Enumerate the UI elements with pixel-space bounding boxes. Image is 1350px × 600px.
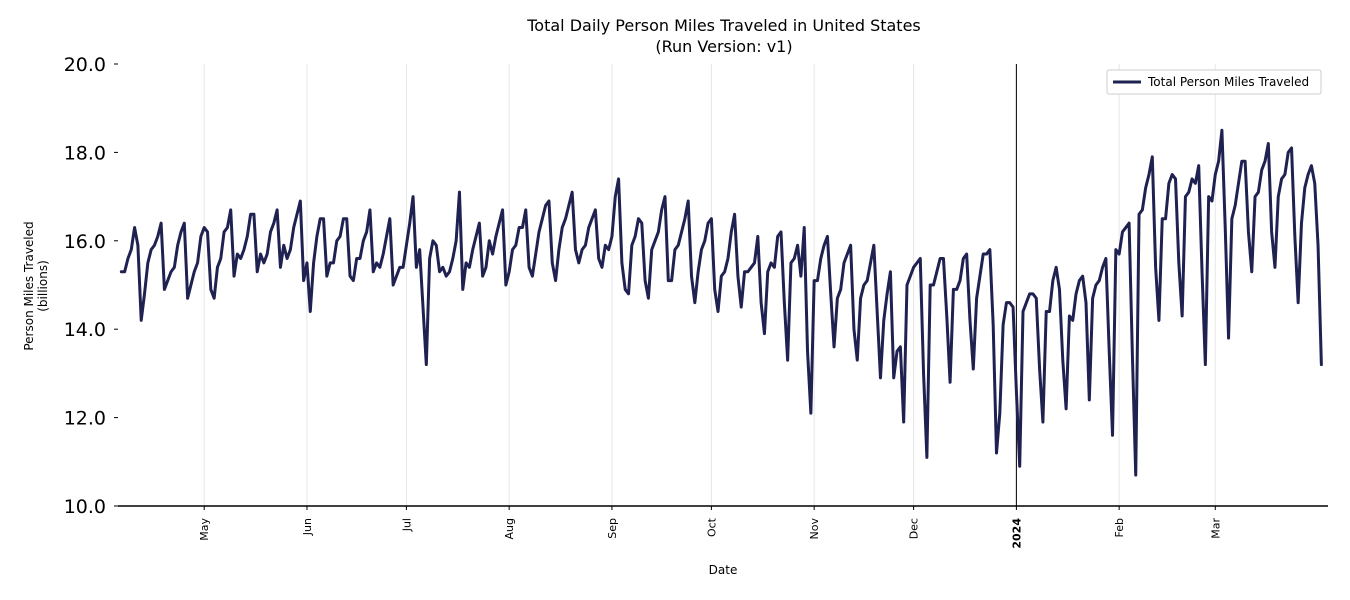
chart-subtitle: (Run Version: v1) — [655, 37, 792, 56]
x-tick-label: Dec — [908, 518, 921, 539]
x-tick-label: Mar — [1209, 518, 1222, 539]
y-tick-label: 18.0 — [64, 142, 106, 164]
y-tick-label: 16.0 — [64, 231, 106, 253]
y-axis-ticks: 10.0 12.0 14.0 16.0 18.0 20.0 — [64, 54, 118, 518]
y-tick-label: 10.0 — [64, 496, 106, 518]
legend-box — [1106, 69, 1322, 95]
x-tick-label: May — [198, 518, 211, 541]
x-tick-label: Feb — [1113, 518, 1126, 537]
series-line-total-person-miles — [119, 128, 1323, 477]
chart-title: Total Daily Person Miles Traveled in Uni… — [526, 16, 921, 35]
x-tick-label: Aug — [503, 518, 516, 539]
x-tick-label: Jul — [400, 518, 413, 532]
x-tick-label: Jun — [301, 518, 314, 536]
legend-label: Total Person Miles Traveled — [1147, 75, 1309, 89]
grid-layer — [203, 64, 1216, 506]
y-axis-label-group: Person Miles Traveled (billions) — [22, 221, 50, 350]
x-tick-label: Nov — [808, 518, 821, 540]
y-axis-label: Person Miles Traveled — [22, 221, 36, 350]
x-axis-ticks: May Jun Jul Aug Sep Oct Nov Dec 2024 Feb Mar — [198, 506, 1222, 549]
x-tick-label: Oct — [705, 517, 718, 537]
y-axis-unit: (billions) — [36, 260, 50, 312]
legend: Total Person Miles Traveled — [1106, 69, 1322, 95]
x-tick-label: Sep — [606, 518, 619, 539]
y-tick-label: 20.0 — [64, 54, 106, 76]
y-tick-label: 12.0 — [64, 408, 106, 430]
x-axis-label: Date — [709, 563, 738, 577]
y-tick-label: 14.0 — [64, 319, 106, 341]
x-tick-label: 2024 — [1010, 518, 1023, 549]
